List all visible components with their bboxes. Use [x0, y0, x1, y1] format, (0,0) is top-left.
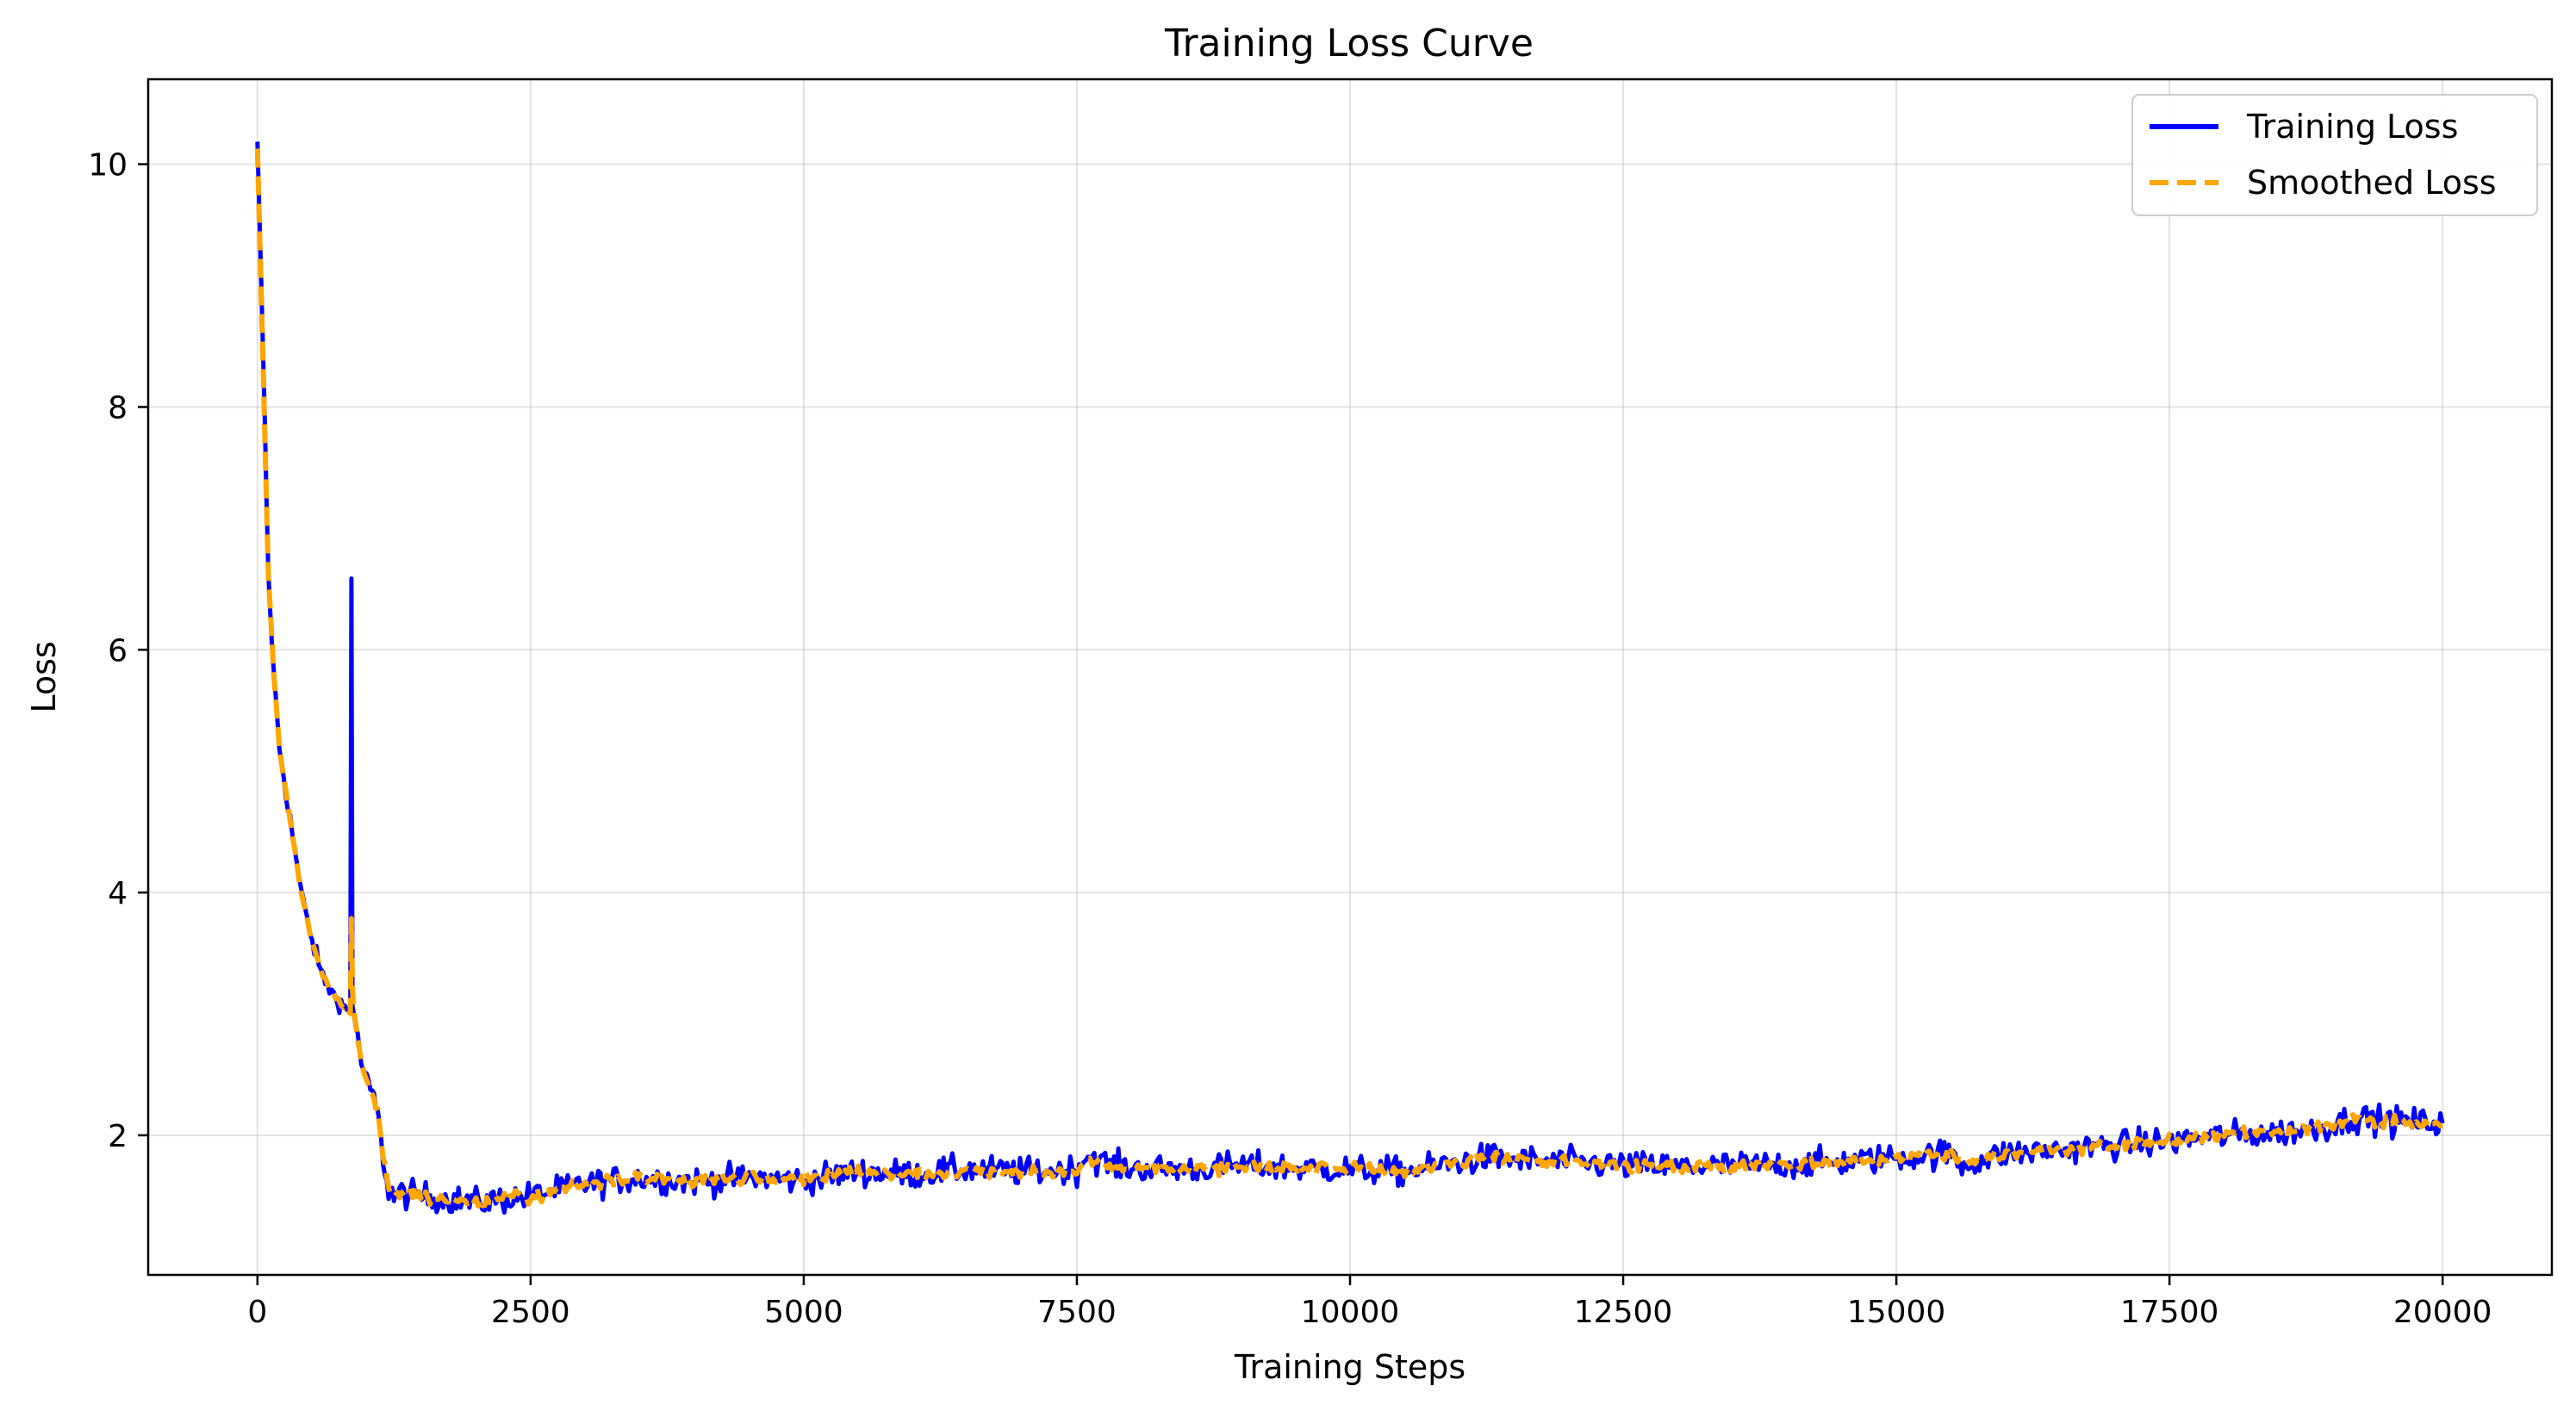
x-axis-label: Training Steps — [1234, 1348, 1465, 1386]
x-tick-label: 10000 — [1301, 1295, 1400, 1330]
legend-label-smoothed-loss: Smoothed Loss — [2247, 164, 2497, 202]
y-tick-label: 8 — [108, 390, 128, 426]
x-tick-label: 20000 — [2393, 1295, 2492, 1330]
x-tick-label: 0 — [247, 1295, 267, 1330]
series-line-smoothed-loss — [254, 148, 2443, 1209]
y-tick-label: 4 — [108, 876, 128, 911]
legend-label-training-loss: Training Loss — [2246, 108, 2458, 146]
x-tick-label: 7500 — [1037, 1295, 1117, 1330]
legend-box — [2131, 94, 2538, 216]
x-axis-ticks: 0 2500 5000 7500 10000 12500 15000 17500 20000 — [247, 1275, 2492, 1330]
y-axis-label: Loss — [25, 641, 63, 712]
y-tick-label: 6 — [108, 633, 128, 668]
y-axis-ticks: 2 4 6 8 10 — [88, 148, 148, 1154]
legend: Training Loss Smoothed Loss — [2131, 94, 2538, 216]
x-tick-label: 2500 — [491, 1295, 570, 1330]
y-tick-label: 10 — [88, 148, 128, 183]
x-tick-label: 15000 — [1847, 1295, 1946, 1330]
series-layer — [254, 141, 2445, 1215]
grid-lines — [148, 79, 2552, 1275]
x-tick-label: 17500 — [2120, 1295, 2219, 1330]
y-tick-label: 2 — [108, 1119, 128, 1154]
x-tick-label: 5000 — [764, 1295, 843, 1330]
chart-title: Training Loss Curve — [1164, 22, 1534, 65]
x-tick-label: 12500 — [1574, 1295, 1673, 1330]
